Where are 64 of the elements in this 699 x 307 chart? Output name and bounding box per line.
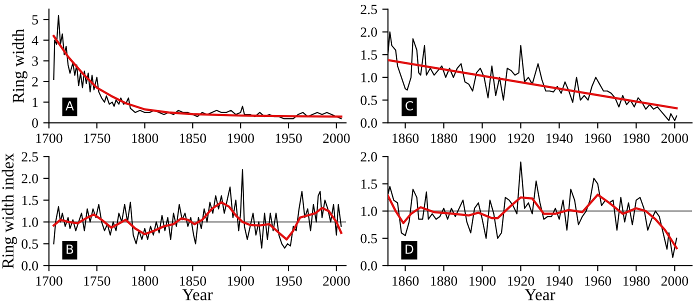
x-axis-title: Year (524, 289, 556, 300)
y-tick-label: 1.0 (22, 218, 38, 227)
x-tick-label: 1940 (546, 276, 573, 286)
y-tick-label: 2.5 (22, 152, 38, 162)
annotation: C (406, 101, 413, 111)
y-tick-label: 0.0 (360, 261, 377, 271)
y-tick-label: 2.5 (360, 4, 377, 14)
y-tick-label: 3 (32, 56, 38, 66)
annotation: B (66, 244, 74, 254)
x-tick-label: 1880 (431, 276, 458, 286)
x-tick-label: 1900 (228, 276, 254, 286)
x-tick-label: 1940 (546, 134, 573, 143)
y-tick-label: 1.5 (361, 179, 377, 189)
y-tick-label: 2 (32, 77, 38, 86)
x-tick-label: 2000 (661, 134, 688, 143)
line-series (52, 201, 342, 241)
x-tick-label: 1860 (392, 134, 419, 143)
y-axis-title: Ring width (12, 28, 28, 103)
x-tick-label: 1950 (276, 134, 302, 143)
x-tick-label: 1920 (508, 134, 534, 143)
line-series (53, 14, 342, 120)
y-tick-label: 1.0 (361, 206, 377, 216)
annotation: A (66, 101, 74, 110)
y-tick-label: 0.0 (360, 118, 377, 128)
x-tick-label: 2000 (323, 134, 350, 143)
x-tick-label: 1850 (180, 134, 206, 143)
y-axis-title: Ring width index (2, 153, 17, 268)
x-tick-label: 1700 (36, 134, 62, 143)
x-tick-label: 1980 (624, 134, 650, 143)
y-tick-label: 0.5 (360, 96, 377, 106)
line-series (52, 34, 342, 118)
y-tick-label: 0.5 (360, 234, 377, 244)
x-tick-label: 1860 (392, 276, 419, 286)
x-tick-label: 1850 (180, 276, 206, 286)
y-tick-label: 5 (32, 15, 38, 24)
x-tick-label: 1700 (36, 276, 62, 286)
y-tick-label: 2.0 (360, 152, 377, 162)
x-tick-label: 1900 (228, 134, 254, 143)
x-tick-label: 2000 (661, 276, 688, 286)
y-tick-label: 2.0 (22, 174, 38, 184)
x-tick-label: 1960 (585, 276, 612, 286)
y-tick-label: 1.5 (22, 196, 38, 206)
y-tick-label: 2.0 (360, 28, 377, 37)
annotation: D (406, 244, 414, 254)
y-tick-label: 0 (32, 118, 38, 128)
x-tick-label: 1880 (431, 134, 458, 143)
x-tick-label: 1900 (470, 276, 496, 286)
x-tick-label: 1980 (624, 276, 650, 286)
x-tick-label: 1750 (84, 134, 110, 143)
x-tick-label: 1750 (84, 276, 110, 286)
x-tick-label: 1960 (585, 134, 612, 143)
x-axis-title: Year (182, 289, 213, 300)
y-tick-label: 1.0 (361, 72, 377, 82)
x-tick-label: 1800 (132, 276, 158, 286)
x-tick-label: 1900 (470, 134, 496, 143)
x-tick-label: 1800 (132, 134, 158, 143)
x-tick-label: 2000 (323, 276, 350, 286)
x-tick-label: 1950 (276, 276, 302, 286)
y-tick-label: 1.5 (361, 50, 377, 60)
y-tick-label: 4 (32, 36, 38, 46)
y-tick-label: 0.5 (22, 239, 38, 249)
y-tick-label: 0.0 (22, 261, 38, 271)
x-tick-label: 1920 (508, 276, 534, 286)
y-tick-label: 1 (32, 98, 38, 107)
